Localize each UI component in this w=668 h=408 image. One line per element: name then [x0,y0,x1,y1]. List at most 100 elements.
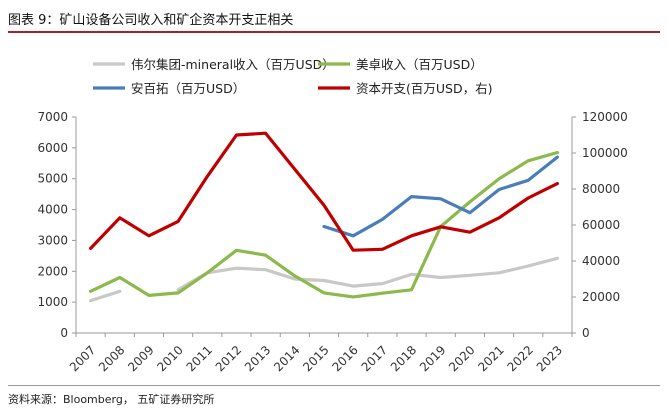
data-point [381,291,384,295]
data-point [468,274,472,277]
x-tick-label: 2023 [534,343,565,374]
data-point [293,274,297,278]
data-point [381,248,384,251]
data-point [497,188,501,191]
left-tick-label: 2000 [37,264,68,278]
data-point [206,271,209,275]
series-line-0 [88,289,122,303]
data-point [118,290,121,293]
series-line-0 [176,256,560,292]
data-point [527,264,530,268]
data-point [351,234,355,237]
data-point [264,254,267,257]
x-axis: 2007200820092010201120122013201420152016… [67,332,573,374]
data-point [381,282,384,285]
data-point [206,175,209,178]
data-point [527,179,530,182]
data-point [556,257,559,260]
series-line-2 [322,155,560,238]
data-point [147,234,151,237]
data-point [556,155,559,159]
data-point [410,234,413,237]
legend-label: 资本开支(百万USD，右) [356,81,492,96]
data-point [381,218,384,221]
x-tick-label: 2017 [359,343,390,374]
data-point [556,182,559,185]
x-tick-label: 2012 [213,343,244,374]
x-tick-label: 2007 [67,343,98,374]
x-tick-label: 2019 [417,343,448,374]
data-point [439,225,442,228]
data-point [118,276,121,279]
x-tick-label: 2009 [125,343,156,374]
data-point [497,216,501,219]
data-point [176,291,180,295]
right-tick-label: 0 [582,326,590,340]
data-point [439,276,442,279]
right-tick-label: 40000 [582,254,620,268]
x-tick-label: 2020 [446,343,477,374]
data-point [235,133,238,137]
data-point [118,216,121,219]
right-tick-label: 60000 [582,218,620,232]
data-point [527,159,530,163]
data-point [556,151,559,154]
data-point [176,288,180,291]
figure-title: 图表 9：矿山设备公司收入和矿企资本开支正相关 [8,13,294,28]
data-point [497,271,501,275]
right-y-axis: 0 20000 40000 60000 80000 100000 120000 [571,110,628,340]
right-tick-label: 100000 [582,146,628,160]
x-tick-label: 2008 [96,343,127,374]
series-lines [88,131,560,303]
line-chart: 伟尔集团-mineral收入（百万USD） 美卓收入（百万USD） 安百拓（百万US… [37,57,628,374]
data-point [89,290,92,293]
data-point [468,231,472,234]
legend-label: 美卓收入（百万USD） [356,57,483,72]
data-point [439,197,442,200]
left-tick-label: 0 [60,326,68,340]
left-tick-label: 6000 [37,141,68,155]
legend: 伟尔集团-mineral收入（百万USD） 美卓收入（百万USD） 安百拓（百万US… [93,57,492,96]
x-tick-label: 2021 [475,343,506,374]
data-point [176,220,180,223]
series-line-3 [88,131,560,252]
data-point [351,295,355,299]
x-tick-label: 2018 [388,343,419,374]
data-point [293,277,297,281]
data-point [322,279,326,282]
right-tick-label: 20000 [582,290,620,304]
legend-label: 安百拓（百万USD） [131,81,245,96]
source-note: 资料来源：Bloomberg， 五矿证券研究所 [8,393,215,406]
left-tick-label: 7000 [37,110,68,124]
title-divider [8,31,660,33]
data-point [351,284,355,288]
data-point [468,200,472,204]
data-point [147,294,151,297]
data-point [410,288,413,291]
data-point [351,249,355,252]
left-tick-label: 4000 [37,203,68,217]
data-point [235,267,238,270]
x-tick-label: 2016 [329,343,360,374]
data-point [293,168,297,171]
data-point [264,132,267,135]
data-point [235,249,238,252]
data-point [468,211,472,214]
data-point [322,204,326,207]
data-point [89,247,92,250]
data-point [497,177,501,180]
data-point [264,268,267,271]
footer-divider [8,385,660,386]
x-tick-label: 2015 [300,343,331,374]
x-tick-label: 2010 [154,343,185,374]
left-tick-label: 5000 [37,172,68,186]
data-point [410,273,413,276]
data-point [89,299,92,302]
data-point [322,291,326,295]
right-tick-label: 120000 [582,110,628,124]
data-point [527,196,530,200]
x-tick-label: 2011 [184,343,215,374]
x-tick-label: 2013 [242,343,273,374]
right-tick-label: 80000 [582,182,620,196]
data-point [322,225,326,228]
